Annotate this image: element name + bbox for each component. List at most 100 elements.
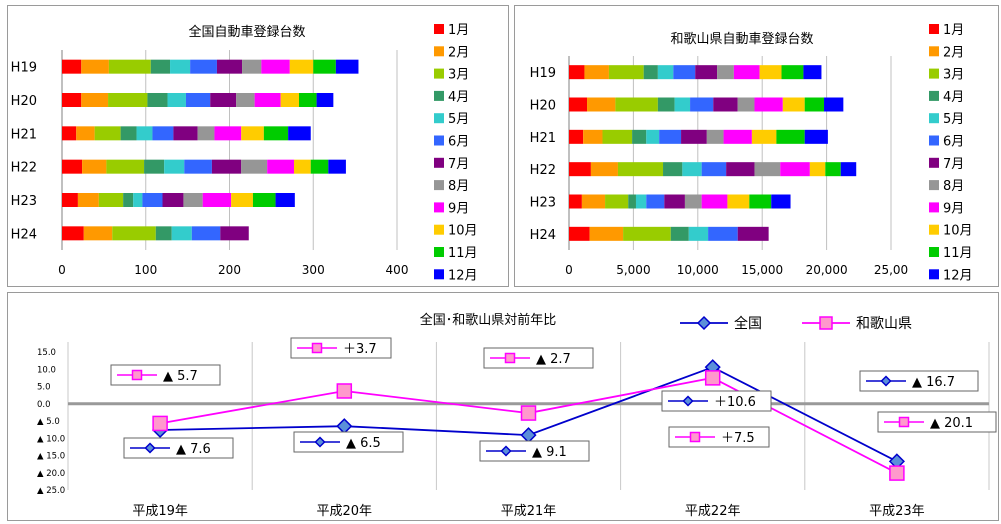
data-label: ▲ 20.1 [930, 416, 973, 431]
x-tick-label: 400 [386, 263, 409, 277]
legend-swatch [929, 224, 939, 235]
legend-swatch [434, 269, 444, 280]
bar-segment [313, 59, 336, 74]
legend-label: 9月 [943, 201, 964, 216]
legend-swatch [929, 180, 939, 191]
bar-segment [664, 194, 685, 209]
bar-segment [723, 129, 752, 144]
legend-swatch [434, 157, 444, 168]
series-marker [500, 445, 512, 457]
legend-label: 8月 [943, 179, 964, 194]
legend-swatch [929, 90, 939, 101]
bar-segment [280, 93, 300, 107]
bar-segment [185, 93, 211, 107]
bar-segment [120, 126, 137, 141]
legend-label: 和歌山県 [856, 316, 912, 332]
year-over-year-svg: 全国･和歌山県対前年比 15.0 10.0 5.0 0.0 ▲ 5.0 ▲ 10.0 ▲ 15… [37, 312, 997, 519]
bar-segment [191, 226, 221, 241]
bar-segment [62, 93, 82, 107]
series-marker [704, 370, 721, 386]
bar-segment [569, 162, 591, 177]
bar-segment [674, 97, 691, 112]
legend-label: 2月 [943, 45, 964, 60]
category-label: H23 [11, 194, 37, 209]
category-label: H21 [530, 131, 556, 146]
bar-segment [754, 97, 783, 112]
legend-swatch [434, 113, 444, 124]
legend-label: 4月 [448, 90, 469, 105]
legend-swatch [434, 224, 444, 235]
bar-segment [569, 226, 590, 241]
series-marker [152, 415, 168, 432]
bar-segment [190, 59, 217, 74]
bar-segment [62, 159, 83, 174]
data-label-box [479, 440, 590, 462]
legend-label: 11月 [448, 246, 478, 261]
bar-segment [94, 126, 121, 141]
legend-label: 12月 [943, 268, 973, 283]
x-category-label: 平成20年 [317, 504, 373, 519]
bar-segment [261, 59, 290, 74]
bar-segment [754, 162, 781, 177]
bar-segment [608, 65, 644, 80]
bar-segment [569, 194, 582, 209]
bar-segment [184, 159, 212, 174]
bar-segment [197, 126, 215, 141]
legend-label: 1月 [448, 23, 469, 38]
national-registrations-svg: 全国自動車登録台数 0 100 200 300 400 H19 H20 H21 H22 H23 H24… [11, 23, 478, 283]
x-tick-label: 300 [302, 263, 325, 277]
bar-segment [210, 93, 237, 107]
bar-segment [589, 226, 624, 241]
bar-segment [62, 126, 77, 141]
bar-segment [62, 59, 82, 74]
bar-segment [267, 159, 294, 174]
y-tick-label: ▲ 20.0 [37, 469, 65, 479]
legend-label: 6月 [448, 135, 469, 150]
legend-label: 12月 [448, 268, 478, 283]
bar-segment [781, 65, 804, 80]
bar-segment [713, 97, 738, 112]
legend-label: 7月 [448, 157, 469, 172]
bar-segment [275, 193, 295, 207]
bar-segment [632, 129, 647, 144]
series-marker [880, 375, 892, 387]
bar-segment [776, 129, 805, 144]
bar-segment [136, 126, 153, 141]
legend-swatch [434, 46, 444, 57]
bar-segment [751, 129, 777, 144]
bar-segment [82, 159, 107, 174]
bar-segment [254, 93, 281, 107]
data-label-box [661, 390, 772, 412]
bar-segment [733, 65, 760, 80]
year-over-year-chart: 全国･和歌山県対前年比 15.0 10.0 5.0 0.0 ▲ 5.0 ▲ 10.0 ▲ 15… [7, 292, 999, 521]
bar-segment [659, 129, 682, 144]
bar-segment [81, 93, 109, 107]
legend-swatch [929, 113, 939, 124]
bar-segment [780, 162, 810, 177]
bar-segment [220, 226, 249, 241]
bar-segment [663, 162, 683, 177]
bar-segment [782, 97, 805, 112]
bar-segment [825, 162, 841, 177]
bar-segment [241, 126, 264, 141]
bar-segment [590, 162, 618, 177]
bar-segment [288, 126, 311, 141]
bar-segment [123, 193, 134, 207]
bar-segment [708, 226, 738, 241]
bar-segment [299, 93, 317, 107]
bar-segment [759, 65, 782, 80]
bar-segment [335, 59, 359, 74]
data-label: ▲ 9.1 [532, 445, 567, 460]
bar-segment [583, 129, 603, 144]
bar-segment [62, 193, 78, 207]
bar-segment [684, 194, 702, 209]
x-tick-label: 0 [58, 263, 66, 277]
legend-label: 1月 [943, 23, 964, 38]
bar-segment [727, 194, 750, 209]
x-category-label: 平成21年 [501, 504, 557, 519]
data-label: ▲ 16.7 [912, 375, 955, 390]
data-label-box [293, 431, 404, 453]
legend-swatch [929, 202, 939, 213]
bar-segment [236, 93, 255, 107]
series-marker [689, 431, 701, 443]
